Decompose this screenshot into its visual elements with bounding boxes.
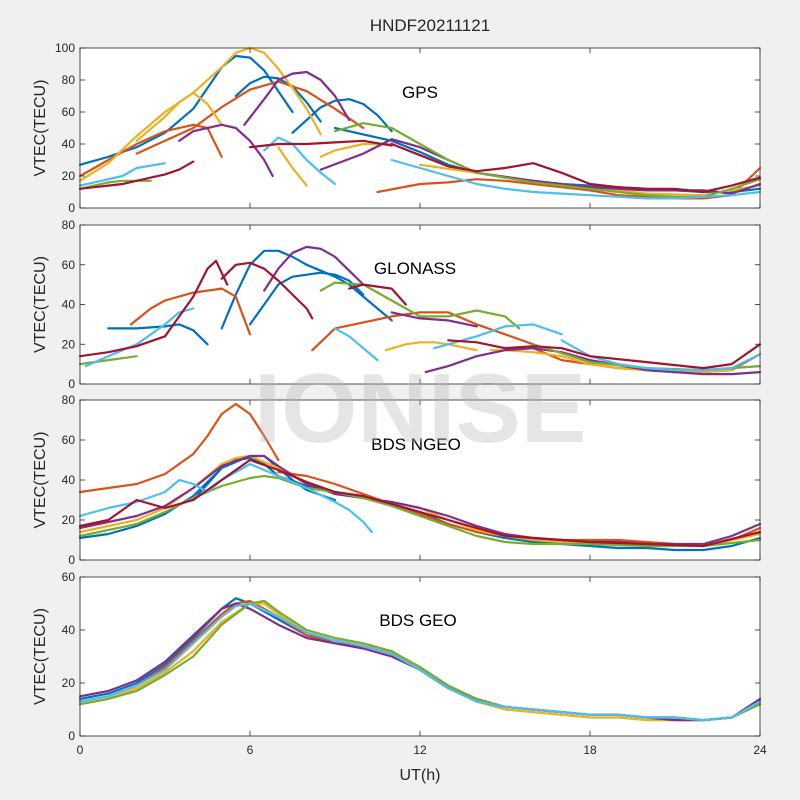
- y-tick-label-0-0: 0: [68, 201, 75, 215]
- y-tick-label-1-1: 20: [62, 337, 76, 351]
- series-line-1-3: [129, 287, 252, 336]
- series-line-0-17: [78, 162, 167, 187]
- y-tick-label-2-4: 80: [62, 393, 76, 407]
- y-tick-label-1-3: 60: [62, 258, 76, 272]
- x-axis-label: UT(h): [400, 767, 441, 784]
- series-line-0-18: [263, 136, 337, 186]
- y-tick-label-2-3: 60: [62, 433, 76, 447]
- series-line-0-21: [248, 139, 393, 149]
- y-axis-label-3: VTEC(TECU): [32, 608, 49, 705]
- series-line-1-16: [433, 323, 563, 350]
- series-line-1-15: [333, 327, 379, 362]
- y-tick-label-2-1: 20: [62, 513, 76, 527]
- x-tick-label-4: 24: [753, 743, 767, 757]
- y-tick-label-1-0: 0: [68, 377, 75, 391]
- x-tick-label-1: 6: [247, 743, 254, 757]
- series-line-3-5: [78, 602, 762, 722]
- series-line-0-1: [234, 75, 322, 123]
- panel-title-1: GLONASS: [374, 259, 456, 278]
- series-line-1-12: [319, 281, 521, 330]
- series-line-1-6: [384, 341, 478, 352]
- panel-2: 0 20 40 60 80 VTEC(TECU) BDS NGEO: [32, 393, 762, 567]
- plot-area-3: [80, 577, 760, 736]
- panel-0: 0 20 40 60 80 100 VTEC(TECU) GPS: [32, 41, 762, 215]
- series-line-1-0: [220, 249, 393, 330]
- series-line-0-20: [78, 160, 195, 190]
- y-tick-label-3-0: 0: [68, 729, 75, 743]
- panel-title-0: GPS: [402, 83, 438, 102]
- y-tick-label-3-2: 40: [62, 623, 76, 637]
- series-line-1-8: [263, 245, 365, 292]
- series-line-0-2: [291, 98, 393, 134]
- panel-1: 0 20 40 60 80 VTEC(TECU) GLONASS: [32, 218, 762, 391]
- series-line-1-11: [78, 355, 138, 366]
- figure-title: HNDF20211121: [370, 16, 490, 35]
- y-axis-label-1: VTEC(TECU): [32, 256, 49, 353]
- series-line-0-6: [376, 166, 762, 200]
- y-tick-label-0-3: 60: [62, 105, 76, 119]
- y-tick-label-2-2: 40: [62, 473, 76, 487]
- series-line-2-8: [78, 458, 762, 548]
- series-line-0-22: [390, 142, 762, 194]
- y-tick-label-0-5: 100: [55, 41, 75, 55]
- series-line-0-12: [243, 70, 351, 126]
- y-tick-label-1-2: 40: [62, 298, 76, 312]
- series-line-1-21: [447, 339, 762, 370]
- series-line-1-9: [390, 311, 478, 328]
- series-line-1-20: [348, 283, 407, 306]
- y-tick-label-0-4: 80: [62, 73, 76, 87]
- series-line-1-18: [78, 259, 229, 358]
- y-tick-label-0-1: 20: [62, 169, 76, 183]
- series-line-1-4: [311, 311, 535, 352]
- series-line-3-2: [78, 602, 762, 722]
- watermark-text: IONISE: [254, 353, 586, 463]
- plot-area-1: [80, 225, 760, 384]
- y-tick-label-2-0: 0: [68, 553, 75, 567]
- panel-title-3: BDS GEO: [379, 611, 456, 630]
- y-tick-label-1-4: 80: [62, 218, 76, 232]
- y-axis-label-2: VTEC(TECU): [32, 432, 49, 529]
- panel-title-2: BDS NGEO: [371, 435, 461, 454]
- series-line-0-13: [178, 123, 274, 178]
- y-tick-label-3-1: 20: [62, 676, 76, 690]
- series-line-1-1: [248, 271, 365, 326]
- y-tick-label-0-2: 40: [62, 137, 76, 151]
- x-tick-label-2: 12: [413, 743, 427, 757]
- x-tick-label-3: 18: [583, 743, 597, 757]
- series-line-0-7: [78, 46, 322, 182]
- y-tick-label-3-3: 60: [62, 570, 76, 584]
- series-line-2-2: [78, 402, 280, 494]
- series-line-1-19: [220, 261, 314, 320]
- plot-area-2: [80, 400, 760, 560]
- series-line-0-8: [135, 91, 223, 142]
- series-line-0-9: [277, 146, 308, 187]
- series-line-0-19: [390, 158, 762, 200]
- series-line-0-5: [135, 80, 365, 155]
- panel-3: 0 20 40 60 0 6 12 18 24 VTEC(TECU) BDS GEO: [32, 570, 767, 757]
- x-tick-label-0: 0: [77, 743, 84, 757]
- y-axis-label-0: VTEC(TECU): [32, 80, 49, 177]
